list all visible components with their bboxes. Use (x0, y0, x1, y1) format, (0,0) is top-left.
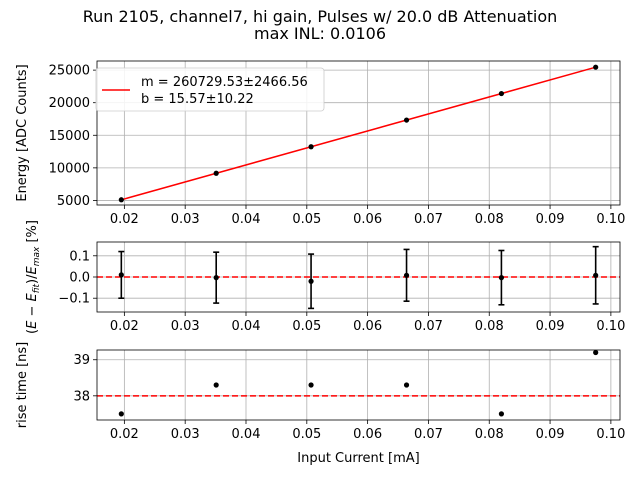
residual-ytick-label: 0.1 (69, 249, 90, 264)
risetime-axes-frame (96, 349, 621, 421)
risetime-ytick-label: 38 (73, 389, 90, 404)
risetime-ytick-label: 39 (73, 353, 90, 368)
residual-xtick-label: 0.10 (596, 319, 625, 334)
residual-ylabel-part: E (25, 265, 40, 274)
energy-ytick-label: 15000 (49, 129, 90, 144)
legend-label-slope: m = 260729.53±2466.56 (141, 75, 308, 90)
residual-ytick-label: 0.0 (69, 271, 90, 286)
residual-panel: 0.02 0.03 0.04 0.05 0.06 0.07 0.08 0.09 0.10−0.1… (25, 220, 625, 334)
residual-axes-frame (96, 241, 621, 313)
risetime-data-point (308, 382, 314, 388)
residual-ylabel-part: [%] (25, 220, 40, 247)
energy-legend: m = 260729.53±2466.56 b = 15.57±10.22 (95, 67, 325, 112)
figure-title-line2: max INL: 0.0106 (254, 24, 386, 43)
energy-xtick-label: 0.02 (110, 212, 139, 227)
residual-xtick-label: 0.02 (110, 319, 139, 334)
residual-data-point (308, 278, 314, 284)
risetime-xtick-label: 0.06 (353, 427, 382, 442)
residual-plot-area (97, 245, 620, 310)
energy-ytick-label: 25000 (49, 64, 90, 79)
energy-fit-line (121, 66, 596, 201)
energy-data-point (213, 170, 219, 176)
residual-ylabel-part: − (25, 302, 40, 321)
residual-ylabel-part: )/ (25, 274, 40, 284)
energy-xtick-label: 0.05 (292, 212, 321, 227)
residual-xtick-label: 0.06 (353, 319, 382, 334)
risetime-xlabel: Input Current [mA] (297, 451, 419, 466)
risetime-data-point (403, 382, 410, 388)
residual-data-point (498, 275, 505, 281)
residual-ylabel-subscript: max (32, 246, 42, 266)
residual-ylabel: (E − Efit)/Emax [%] (25, 220, 42, 334)
residual-xtick-label: 0.05 (292, 319, 321, 334)
risetime-xtick-label: 0.04 (232, 427, 261, 442)
energy-data-point (118, 197, 124, 203)
residual-data-point (118, 272, 124, 278)
residual-ylabel-part: ( (25, 329, 40, 334)
residual-xtick-label: 0.03 (171, 319, 200, 334)
energy-xtick-label: 0.10 (596, 212, 625, 227)
risetime-data-point (118, 411, 124, 417)
risetime-plot-area (97, 349, 620, 417)
residual-ylabel-subscript: fit (32, 283, 42, 293)
energy-data-point (498, 90, 505, 97)
residual-xtick-label: 0.09 (536, 319, 565, 334)
risetime-data-point (593, 349, 599, 356)
energy-panel: 0.02 0.03 0.04 0.05 0.06 0.07 0.08 0.09 0.10 5000… (15, 60, 626, 227)
energy-ticks: 0.02 0.03 0.04 0.05 0.06 0.07 0.08 0.09 0.10 5000… (49, 64, 626, 227)
risetime-xtick-label: 0.10 (596, 427, 625, 442)
residual-data-point (403, 272, 410, 278)
residual-data-point (593, 272, 599, 278)
residual-ylabel-part: E (25, 320, 40, 329)
risetime-ticks: 0.02 0.03 0.04 0.05 0.06 0.07 0.08 0.09 0.10 38 39 (73, 353, 625, 442)
residual-ticks: 0.02 0.03 0.04 0.05 0.06 0.07 0.08 0.09 0.10 −0.1… (58, 249, 625, 334)
energy-xtick-label: 0.08 (475, 212, 504, 227)
energy-ylabel: Energy [ADC Counts] (15, 64, 30, 201)
energy-axes-frame (96, 60, 621, 206)
residual-ytick-label: −0.1 (58, 292, 90, 307)
residual-ylabel-part: E (25, 293, 40, 302)
figure-title-line1: Run 2105, channel7, hi gain, Pulses w/ 2… (83, 7, 558, 26)
risetime-data-point (213, 382, 219, 388)
risetime-data-point (498, 411, 505, 417)
legend-box (95, 67, 325, 112)
legend-label-intercept: b = 15.57±10.22 (141, 92, 254, 107)
risetime-xtick-label: 0.02 (110, 427, 139, 442)
energy-data-point (308, 144, 314, 150)
energy-xtick-label: 0.04 (232, 212, 261, 227)
energy-grid (97, 61, 620, 205)
risetime-xtick-label: 0.05 (292, 427, 321, 442)
residual-xtick-label: 0.08 (475, 319, 504, 334)
energy-xtick-label: 0.06 (353, 212, 382, 227)
residual-xtick-label: 0.07 (414, 319, 443, 334)
risetime-panel: 0.02 0.03 0.04 0.05 0.06 0.07 0.08 0.09 0.10 38 39… (15, 342, 625, 466)
energy-xtick-label: 0.09 (536, 212, 565, 227)
residual-xtick-label: 0.04 (232, 319, 261, 334)
energy-xtick-label: 0.07 (414, 212, 443, 227)
energy-plot-area (118, 64, 599, 203)
energy-data-point (403, 117, 410, 123)
risetime-xtick-label: 0.03 (171, 427, 200, 442)
risetime-xtick-label: 0.09 (536, 427, 565, 442)
risetime-xtick-label: 0.08 (475, 427, 504, 442)
energy-ytick-label: 20000 (49, 96, 90, 111)
residual-data-point (213, 275, 219, 281)
energy-ytick-label: 10000 (49, 161, 90, 176)
risetime-xtick-label: 0.07 (414, 427, 443, 442)
energy-data-point (593, 64, 599, 70)
risetime-ylabel: rise time [ns] (15, 342, 30, 429)
energy-ytick-label: 5000 (57, 194, 90, 209)
energy-xtick-label: 0.03 (171, 212, 200, 227)
